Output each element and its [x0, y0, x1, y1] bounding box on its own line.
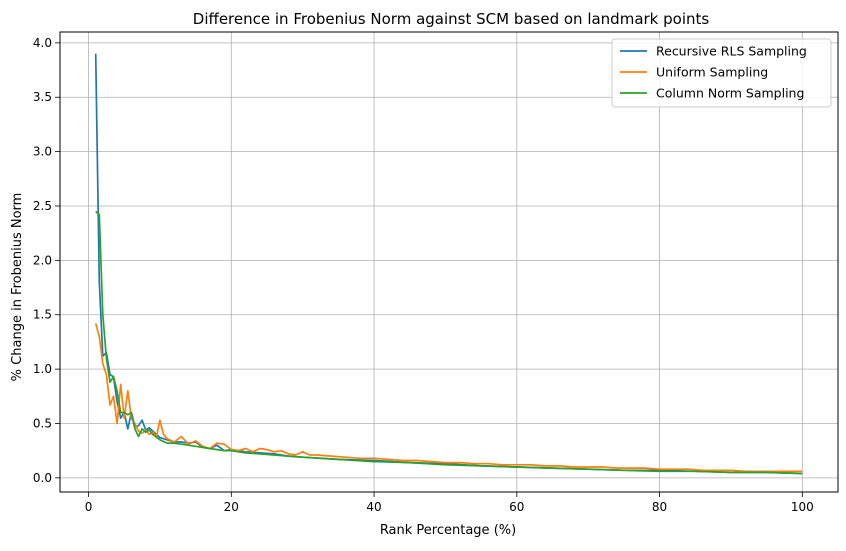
y-tick-label: 3.0 [33, 145, 52, 159]
series-line-recursive-rls-sampling [94, 53, 803, 475]
y-tick-label: 2.0 [33, 253, 52, 267]
x-tick-label: 80 [652, 500, 667, 514]
y-axis-label: % Change in Frobenius Norm [10, 193, 25, 382]
x-axis-ticks: 0 20 40 60 80 100 [85, 492, 814, 514]
legend: Recursive RLS Sampling Uniform Sampling Co… [611, 38, 832, 108]
legend-label: Uniform Sampling [656, 65, 768, 80]
x-tick-label: 100 [791, 500, 814, 514]
x-tick-label: 0 [85, 500, 93, 514]
chart-title: Difference in Frobenius Norm against SCM… [193, 10, 710, 28]
y-tick-label: 2.5 [33, 199, 52, 213]
y-tick-label: 0.5 [33, 416, 52, 430]
x-axis-label: Rank Percentage (%) [380, 523, 516, 538]
y-tick-label: 1.0 [33, 362, 52, 376]
x-tick-label: 40 [366, 500, 381, 514]
series-lines [94, 53, 803, 475]
legend-label: Recursive RLS Sampling [656, 44, 807, 59]
y-tick-label: 4.0 [33, 36, 52, 50]
y-tick-label: 1.5 [33, 308, 52, 322]
y-axis-ticks: 0.0 0.5 1.0 1.5 2.0 2.5 3.0 3.5 4.0 [33, 36, 60, 485]
series-line-uniform-sampling [94, 323, 803, 473]
x-tick-label: 60 [509, 500, 524, 514]
y-tick-label: 0.0 [33, 471, 52, 485]
y-tick-label: 3.5 [33, 90, 52, 104]
legend-label: Column Norm Sampling [656, 86, 804, 101]
x-tick-label: 20 [224, 500, 239, 514]
axes-frame [59, 31, 839, 493]
legend-box [611, 38, 832, 108]
series-line-column-norm-sampling [95, 210, 803, 475]
